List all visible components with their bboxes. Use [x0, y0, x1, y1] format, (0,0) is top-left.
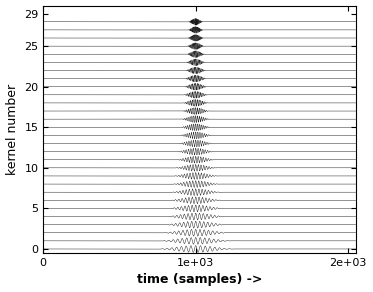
- Y-axis label: kernel number: kernel number: [6, 84, 19, 175]
- X-axis label: time (samples) ->: time (samples) ->: [137, 273, 262, 286]
